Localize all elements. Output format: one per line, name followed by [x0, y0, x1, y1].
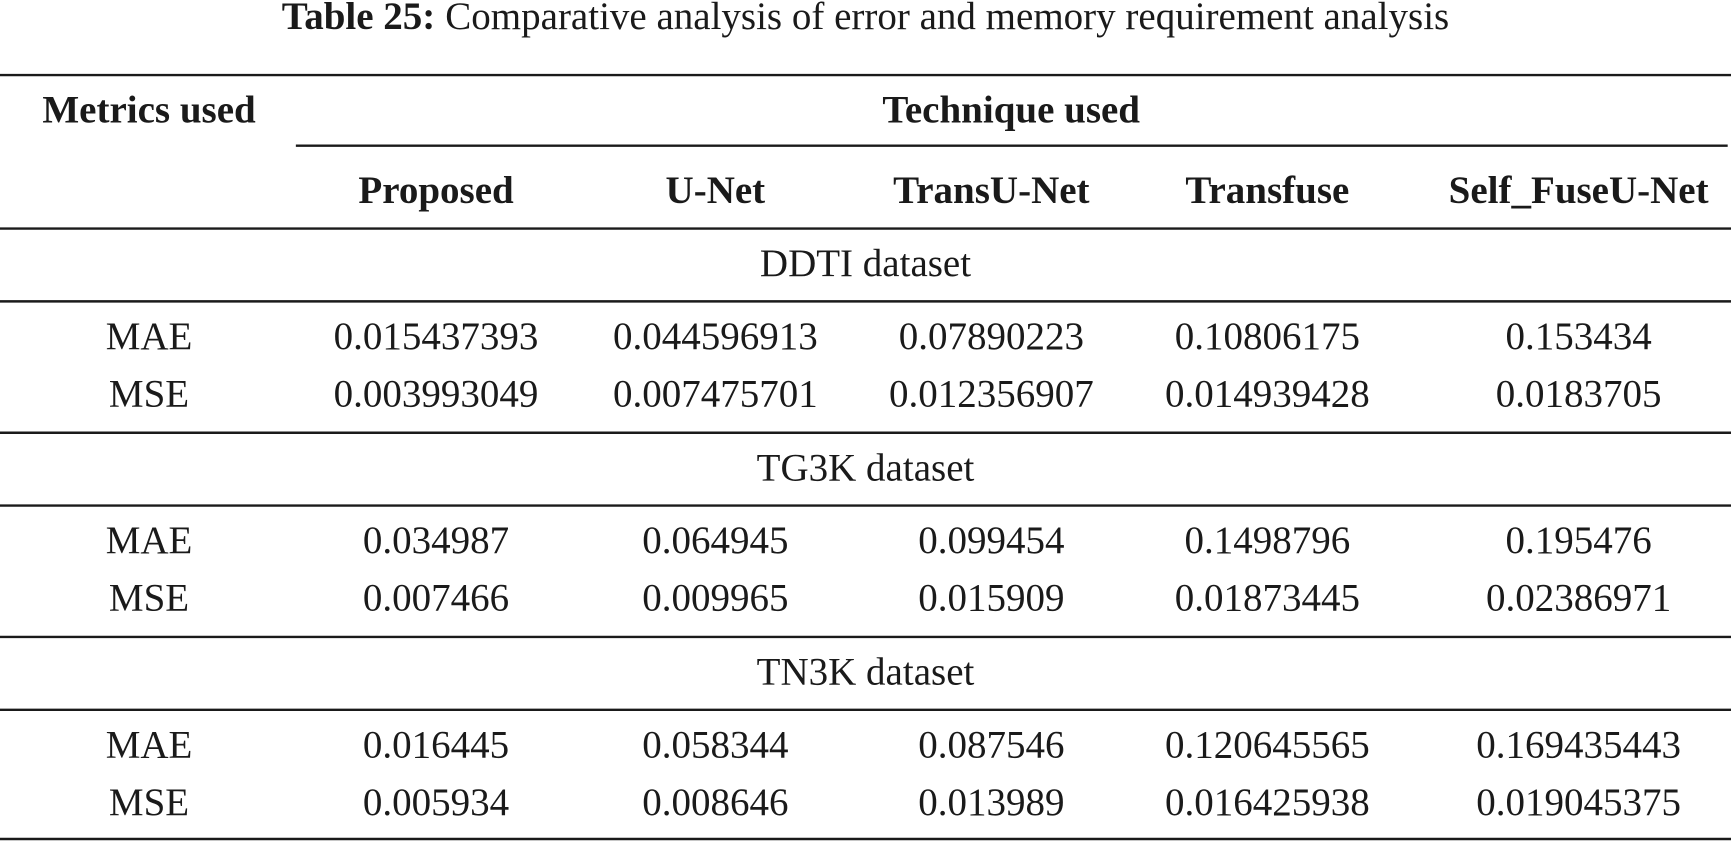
header-cell: Self_FuseU-Net [1449, 169, 1709, 212]
table-cell: 0.009965 [642, 577, 788, 620]
table-cell: 0.07890223 [899, 315, 1084, 358]
table-cell: 0.169435443 [1476, 723, 1681, 766]
table-cell: 0.015909 [918, 577, 1064, 620]
table-cell: MAE [106, 315, 193, 358]
table-cell: 0.120645565 [1165, 723, 1370, 766]
table-cell: 0.016425938 [1165, 781, 1370, 824]
table-cell: 0.153434 [1506, 315, 1652, 358]
table-cell: 0.058344 [642, 723, 788, 766]
table-cell: 0.014939428 [1165, 372, 1370, 415]
header-cell: Proposed [358, 169, 514, 212]
header-cell: Technique used [882, 89, 1140, 132]
table-cell: 0.01873445 [1175, 577, 1360, 620]
table-cell: 0.087546 [918, 723, 1064, 766]
table-cell: 0.10806175 [1175, 315, 1360, 358]
table-cell: MAE [106, 519, 193, 562]
header-cell: Transfuse [1185, 169, 1349, 212]
section-title: DDTI dataset [760, 242, 971, 285]
table-cell: 0.0183705 [1496, 372, 1662, 415]
table-cell: 0.013989 [918, 781, 1064, 824]
table-cell: 0.064945 [642, 519, 788, 562]
table-cell: 0.099454 [918, 519, 1064, 562]
table-cell: 0.1498796 [1184, 519, 1350, 562]
table-caption: Table 25: Comparative analysis of error a… [282, 0, 1449, 38]
table-cell: 0.016445 [363, 723, 509, 766]
section-title: TN3K dataset [757, 651, 975, 694]
caption-label: Table 25: [282, 0, 436, 38]
table-cell: MAE [106, 723, 193, 766]
table-cell: 0.02386971 [1486, 577, 1671, 620]
table-cell: MSE [109, 372, 189, 415]
table-cell: 0.019045375 [1476, 781, 1681, 824]
table-cell: 0.012356907 [889, 372, 1094, 415]
header-cell: TransU-Net [893, 169, 1089, 212]
caption-text: Comparative analysis of error and memory… [445, 0, 1449, 38]
table-cell: 0.003993049 [334, 372, 539, 415]
table-cell: 0.015437393 [334, 315, 539, 358]
table-cell: 0.007466 [363, 577, 509, 620]
table-cell: MSE [109, 781, 189, 824]
header-cell: Metrics used [42, 89, 256, 132]
table-cell: 0.007475701 [613, 372, 818, 415]
table-cell: 0.034987 [363, 519, 509, 562]
table-cell: 0.195476 [1506, 519, 1652, 562]
table-cell: 0.008646 [642, 781, 788, 824]
table-cell: 0.044596913 [613, 315, 818, 358]
table-cell: MSE [109, 577, 189, 620]
section-title: TG3K dataset [757, 446, 975, 489]
table-cell: 0.005934 [363, 781, 509, 824]
header-cell: U-Net [666, 169, 766, 212]
